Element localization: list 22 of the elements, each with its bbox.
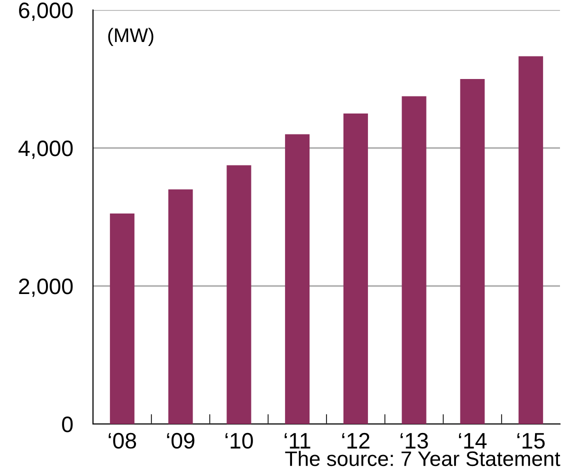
text: The source: 7 Year Statement [285, 450, 560, 466]
y-tick-label: 2,000 [19, 278, 73, 297]
y-tick-label: 0 [62, 416, 73, 432]
bar [110, 214, 134, 424]
bar [226, 165, 252, 424]
x-tick-label: ‘14 [458, 433, 487, 448]
x-tick-label: ‘09 [167, 432, 194, 449]
bar [285, 134, 310, 424]
y-tick-label: 4,000 [18, 140, 73, 159]
annotation: (MW) [108, 28, 154, 46]
x-tick-label: ‘11 [284, 433, 310, 448]
x-tick-label: ‘08 [108, 432, 136, 449]
bar [460, 79, 485, 424]
bar [518, 56, 544, 424]
x-tick-label: ‘15 [517, 433, 545, 449]
x-tick-label: ‘12 [342, 432, 370, 448]
x-tick-label: ‘10 [225, 432, 253, 449]
bar [402, 96, 426, 424]
bar [168, 189, 193, 424]
y-tick-label: 6,000 [19, 2, 73, 21]
bar [343, 114, 368, 424]
x-tick-label: ‘13 [400, 432, 428, 449]
